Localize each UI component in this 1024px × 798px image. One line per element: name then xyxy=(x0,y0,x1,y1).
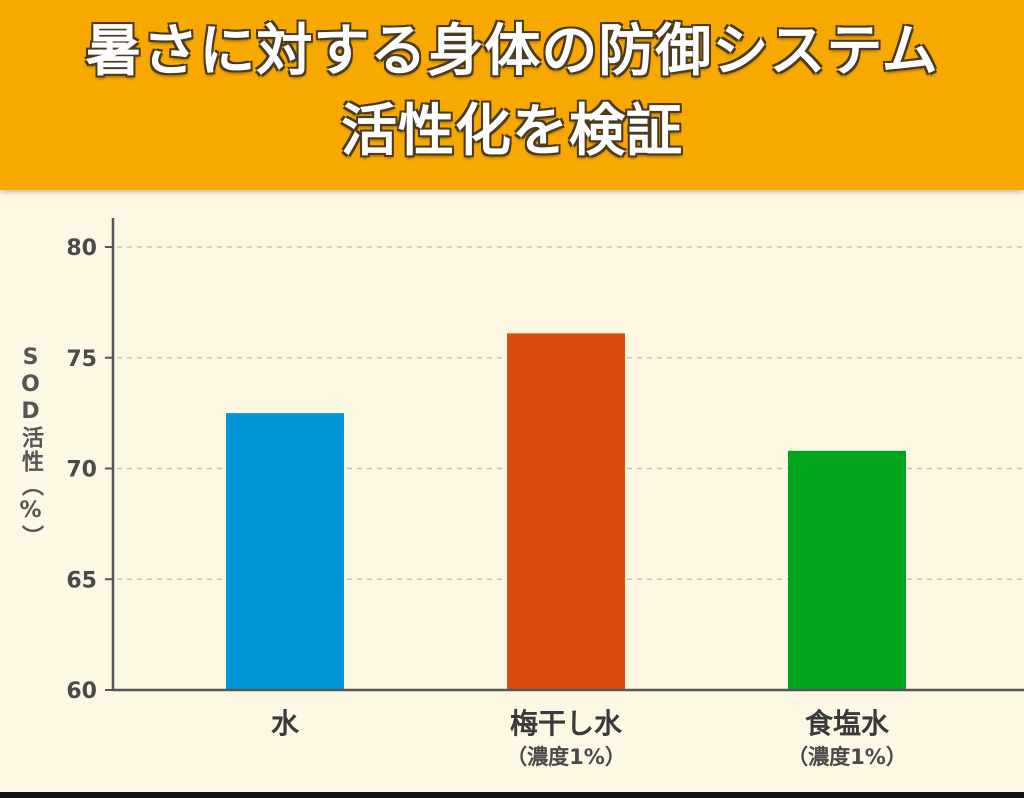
bar-chart: 60 65 70 75 80 水 梅干し水 （濃度1%） 食塩水 （濃度1%） xyxy=(66,218,1024,769)
y-tick-label: 65 xyxy=(66,568,97,593)
bar-2 xyxy=(507,333,625,690)
y-tick-label: 60 xyxy=(66,679,97,704)
x-category-sublabel: （濃度1%） xyxy=(787,745,907,769)
y-tick-label: 70 xyxy=(66,458,97,483)
y-axis-label: SOD活性（%） xyxy=(18,345,43,549)
y-tick-label: 75 xyxy=(66,347,97,372)
bottom-edge xyxy=(0,792,1024,798)
title-line-2: 活性化を検証 xyxy=(341,99,683,164)
x-category-label: 梅干し水 xyxy=(510,707,623,740)
x-category-sublabel: （濃度1%） xyxy=(506,745,626,769)
title-line-1: 暑さに対する身体の防御システム xyxy=(85,19,939,84)
y-tick-label: 80 xyxy=(66,236,97,261)
bar-1 xyxy=(226,413,344,690)
bar-3 xyxy=(788,450,906,690)
x-category-label: 食塩水 xyxy=(805,707,890,740)
title-banner: 暑さに対する身体の防御システム 活性化を検証 xyxy=(0,0,1024,190)
x-category-label: 水 xyxy=(271,707,300,740)
